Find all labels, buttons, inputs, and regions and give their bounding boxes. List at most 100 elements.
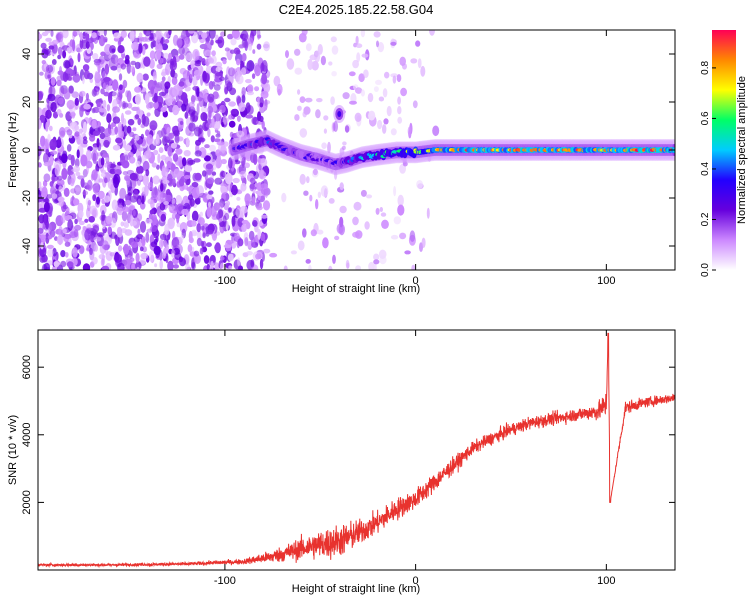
noise-speckle <box>339 205 347 214</box>
noise-speckle <box>142 174 149 186</box>
noise-speckle <box>113 32 122 39</box>
noise-speckle <box>187 244 193 253</box>
noise-speckle <box>141 45 146 56</box>
noise-speckle <box>107 226 112 235</box>
noise-speckle <box>260 90 269 99</box>
noise-speckle <box>253 171 259 180</box>
noise-speckle <box>66 144 72 152</box>
snr-x-ticks: -100 0 100 <box>214 330 616 587</box>
noise-speckle <box>72 30 81 36</box>
noise-speckle <box>181 103 187 112</box>
noise-speckle <box>276 83 283 95</box>
noise-speckle <box>143 56 151 67</box>
noise-speckle <box>57 70 64 76</box>
spectrogram-y-tick-label: -20 <box>21 190 33 206</box>
noise-speckle <box>41 48 49 59</box>
noise-speckle <box>250 259 255 268</box>
noise-speckle <box>151 162 157 168</box>
noise-speckle <box>171 212 177 220</box>
noise-speckle <box>125 54 130 62</box>
noise-speckle <box>158 91 167 97</box>
noise-speckle <box>74 218 78 225</box>
noise-speckle <box>50 76 56 86</box>
noise-speckle <box>210 205 217 217</box>
noise-speckle <box>202 88 209 100</box>
noise-speckle <box>97 232 105 237</box>
noise-speckle <box>135 160 141 167</box>
noise-speckle <box>297 240 305 251</box>
noise-speckle <box>207 128 211 138</box>
noise-speckle <box>108 57 117 70</box>
noise-speckle <box>134 86 142 93</box>
noise-speckle <box>375 79 382 85</box>
noise-speckle <box>224 86 229 95</box>
noise-speckle <box>168 132 175 139</box>
noise-speckle <box>184 111 189 119</box>
noise-speckle <box>50 101 57 113</box>
noise-speckle <box>346 262 350 269</box>
noise-speckle <box>256 205 263 211</box>
noise-speckle <box>120 30 128 38</box>
noise-speckle <box>260 233 266 242</box>
noise-speckle <box>112 106 120 113</box>
noise-speckle <box>175 194 182 205</box>
noise-speckle <box>246 91 254 96</box>
noise-speckle <box>123 125 128 137</box>
noise-speckle <box>39 195 43 203</box>
noise-speckle <box>200 112 208 122</box>
noise-speckle <box>93 236 102 242</box>
noise-speckle <box>148 83 153 88</box>
noise-speckle <box>160 106 167 113</box>
noise-speckle <box>127 118 135 126</box>
noise-speckle <box>106 104 111 112</box>
snr-x-tick-label: -100 <box>214 575 236 587</box>
noise-speckle <box>378 96 385 102</box>
snr-plot-area <box>38 330 675 570</box>
noise-speckle <box>220 158 227 165</box>
noise-speckle <box>118 39 122 45</box>
noise-speckle <box>145 231 150 243</box>
noise-speckle <box>184 36 191 48</box>
noise-speckle <box>100 88 105 95</box>
noise-speckle <box>149 250 154 263</box>
noise-speckle <box>66 170 74 175</box>
noise-speckle <box>238 102 246 112</box>
noise-speckle <box>339 182 344 191</box>
noise-speckle <box>250 177 256 184</box>
noise-speckle <box>165 94 173 106</box>
noise-speckle <box>174 134 180 144</box>
noise-speckle <box>172 104 180 116</box>
noise-speckle <box>377 119 383 130</box>
noise-speckle <box>85 165 89 175</box>
noise-speckle <box>102 82 106 89</box>
noise-speckle <box>149 225 158 233</box>
noise-speckle <box>249 182 254 192</box>
noise-speckle <box>157 153 161 164</box>
noise-speckle <box>327 141 331 154</box>
noise-speckle <box>99 132 106 140</box>
noise-speckle <box>81 74 85 85</box>
noise-speckle <box>241 86 246 96</box>
noise-speckle <box>196 87 200 98</box>
noise-speckle <box>51 59 57 65</box>
noise-speckle <box>91 88 97 97</box>
noise-speckle <box>205 65 213 74</box>
noise-speckle <box>195 255 200 262</box>
noise-speckle <box>222 114 228 125</box>
noise-speckle <box>179 121 184 125</box>
noise-speckle <box>89 205 97 215</box>
noise-speckle <box>204 49 212 57</box>
noise-speckle <box>142 116 150 127</box>
noise-speckle <box>61 213 66 224</box>
noise-speckle <box>161 43 169 51</box>
noise-speckle <box>207 229 214 235</box>
noise-speckle <box>103 139 110 148</box>
noise-speckle <box>83 103 91 110</box>
noise-speckle <box>208 201 211 208</box>
noise-speckle <box>150 85 154 95</box>
noise-speckle <box>98 254 106 260</box>
noise-speckle <box>149 120 158 131</box>
noise-speckle <box>186 137 190 148</box>
noise-speckle <box>79 139 83 145</box>
noise-speckle <box>352 231 360 238</box>
